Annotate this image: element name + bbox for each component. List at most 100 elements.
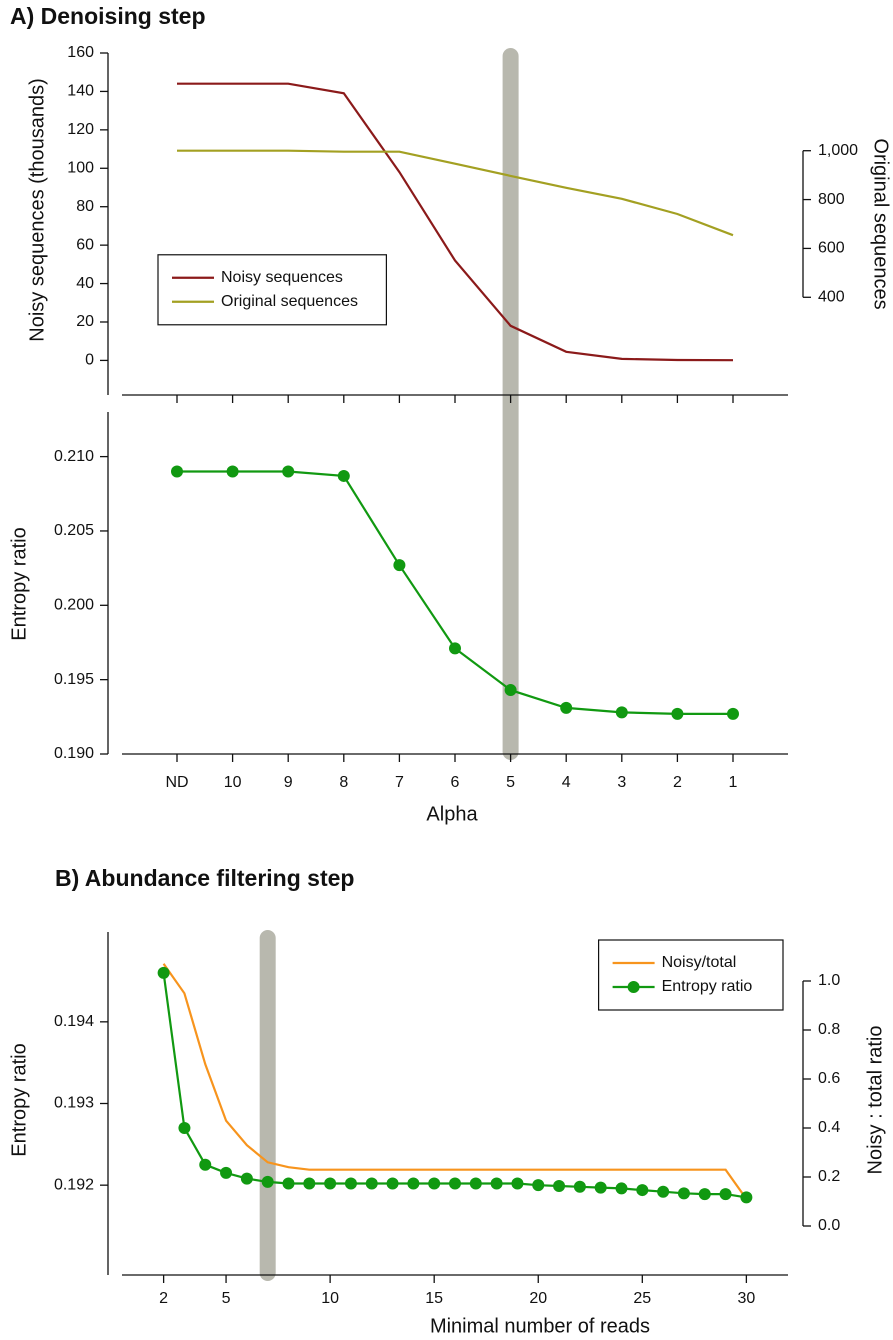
x-tick-label: 1	[729, 774, 738, 791]
data-point	[428, 1177, 441, 1190]
data-point	[324, 1177, 337, 1190]
y-tick-label: 40	[76, 275, 94, 292]
x-tick-label: 20	[529, 1290, 547, 1307]
data-point	[511, 1177, 524, 1190]
data-point	[740, 1191, 753, 1204]
data-point	[261, 1175, 274, 1188]
x-axis-label: Minimal number of reads	[430, 1315, 650, 1337]
data-point	[532, 1179, 545, 1192]
data-point	[615, 706, 628, 719]
y2-tick-label: 0.2	[818, 1168, 840, 1185]
y-tick-label: 120	[67, 121, 94, 138]
highlight-band	[502, 48, 519, 760]
data-point	[240, 1172, 253, 1185]
x-tick-label: 30	[737, 1290, 755, 1307]
legend-label: Noisy sequences	[221, 269, 343, 286]
x-tick-label: ND	[165, 774, 188, 791]
data-point	[594, 1181, 607, 1194]
y-tick-label: 0.205	[54, 522, 94, 539]
data-point	[178, 1122, 191, 1134]
legend-label: Entropy ratio	[662, 978, 753, 995]
series-line	[162, 963, 748, 1200]
y-tick-label: 80	[76, 198, 94, 215]
data-point	[449, 642, 461, 655]
data-point	[282, 465, 295, 478]
data-point	[171, 465, 183, 478]
data-point	[615, 1182, 628, 1195]
data-point	[157, 966, 170, 979]
y2-tick-label: 0.6	[818, 1070, 840, 1087]
data-point	[573, 1180, 586, 1193]
y2-tick-label: 400	[818, 289, 845, 306]
data-point	[199, 1158, 212, 1171]
x-tick-label: 10	[321, 1290, 339, 1307]
data-point	[490, 1177, 503, 1190]
data-point	[504, 684, 517, 697]
y-tick-label: 60	[76, 236, 94, 253]
highlight-layer	[259, 48, 519, 1281]
legend-label: Original sequences	[221, 293, 358, 310]
data-point	[727, 707, 739, 720]
y2-tick-label: 600	[818, 240, 845, 257]
y-axis-label: Entropy ratio	[8, 1043, 30, 1156]
y-tick-label: 0.190	[54, 745, 94, 762]
data-point	[677, 1187, 690, 1200]
y2-tick-label: 1.0	[818, 972, 840, 989]
highlight-band	[259, 930, 276, 1281]
y-axis-label: Noisy sequences (thousands)	[26, 78, 48, 341]
data-point	[393, 559, 406, 572]
data-point	[657, 1185, 670, 1198]
x-tick-label: 5	[222, 1290, 231, 1307]
data-point	[636, 1184, 649, 1197]
x-tick-label: 6	[451, 774, 460, 791]
x-tick-label: 10	[224, 774, 242, 791]
x-tick-label: 2	[159, 1290, 168, 1307]
y-tick-label: 20	[76, 313, 94, 330]
y-tick-label: 0.193	[54, 1095, 94, 1112]
data-point	[719, 1188, 732, 1201]
y-tick-label: 140	[67, 83, 94, 100]
y-tick-label: 0.195	[54, 671, 94, 688]
data-point	[344, 1177, 357, 1190]
legend-label: Noisy/total	[662, 954, 737, 971]
x-tick-label: 9	[284, 774, 293, 791]
series-line	[177, 149, 734, 237]
y2-tick-label: 0.0	[818, 1217, 840, 1234]
data-point	[560, 701, 573, 714]
x-tick-label: 2	[673, 774, 682, 791]
series-line	[177, 82, 734, 362]
panel-title: B) Abundance filtering step	[55, 865, 354, 891]
x-tick-label: 15	[425, 1290, 443, 1307]
x-tick-label: 25	[633, 1290, 651, 1307]
data-point	[671, 707, 684, 720]
series-line	[177, 470, 733, 715]
x-tick-label: 4	[562, 774, 571, 791]
data-point	[226, 465, 239, 478]
y-tick-label: 0.200	[54, 597, 94, 614]
x-tick-label: 5	[506, 774, 515, 791]
data-point	[337, 469, 350, 482]
data-point	[469, 1177, 482, 1190]
data-point	[553, 1179, 566, 1192]
legend-marker	[627, 981, 640, 993]
y2-tick-label: 800	[818, 191, 845, 208]
data-point	[220, 1166, 233, 1179]
y2-axis-label: Original sequences	[870, 138, 892, 309]
data-point	[365, 1177, 378, 1190]
data-point	[407, 1177, 420, 1190]
x-tick-label: 3	[617, 774, 626, 791]
legend-box	[157, 254, 387, 326]
y-tick-label: 160	[67, 44, 94, 61]
y-axis-label: Entropy ratio	[8, 527, 30, 640]
data-point	[449, 1177, 461, 1190]
y2-tick-label: 0.8	[818, 1021, 840, 1038]
y2-tick-label: 1,000	[818, 142, 858, 159]
panel-title: A) Denoising step	[10, 3, 206, 29]
y-tick-label: 100	[67, 159, 94, 176]
data-point	[698, 1188, 711, 1201]
data-point	[282, 1177, 295, 1190]
x-tick-label: 7	[395, 774, 404, 791]
x-tick-label: 8	[339, 774, 348, 791]
data-point	[386, 1177, 399, 1190]
